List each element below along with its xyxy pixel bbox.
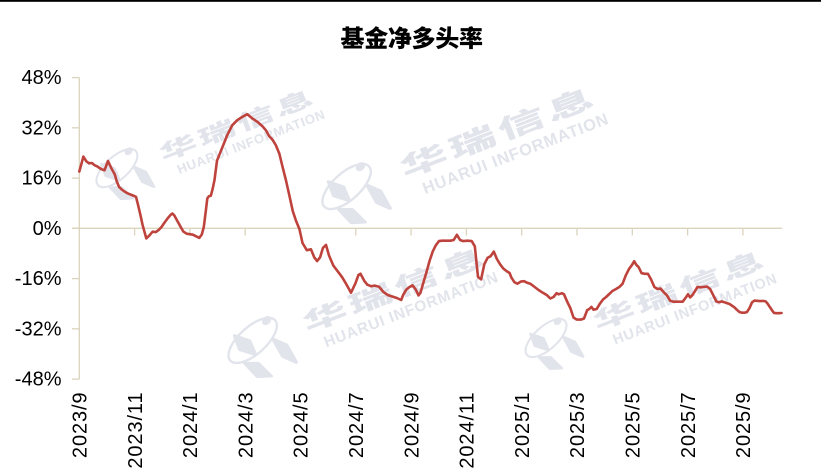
svg-text:HUARUI INFORMATION: HUARUI INFORMATION xyxy=(322,269,501,351)
svg-text:-16%: -16% xyxy=(15,268,62,290)
svg-text:2023/11: 2023/11 xyxy=(125,392,147,469)
svg-text:2025/9: 2025/9 xyxy=(733,392,755,459)
svg-text:0%: 0% xyxy=(33,218,62,240)
svg-text:2024/7: 2024/7 xyxy=(346,392,368,459)
svg-text:2024/11: 2024/11 xyxy=(457,392,479,469)
svg-text:32%: 32% xyxy=(21,117,61,139)
svg-text:-32%: -32% xyxy=(15,318,62,340)
svg-text:2025/7: 2025/7 xyxy=(678,392,700,459)
svg-text:2024/3: 2024/3 xyxy=(235,392,257,459)
svg-text:2025/1: 2025/1 xyxy=(512,392,534,459)
svg-text:16%: 16% xyxy=(21,168,61,190)
svg-text:-48%: -48% xyxy=(15,369,62,391)
svg-text:2024/1: 2024/1 xyxy=(180,392,202,459)
svg-text:2025/5: 2025/5 xyxy=(623,392,645,459)
svg-text:2023/9: 2023/9 xyxy=(70,392,92,459)
svg-text:2025/3: 2025/3 xyxy=(567,392,589,459)
svg-text:48%: 48% xyxy=(21,67,61,89)
svg-text:2024/5: 2024/5 xyxy=(291,392,313,459)
svg-text:2024/9: 2024/9 xyxy=(401,392,423,459)
svg-text:HUARUI INFORMATION: HUARUI INFORMATION xyxy=(611,271,780,349)
